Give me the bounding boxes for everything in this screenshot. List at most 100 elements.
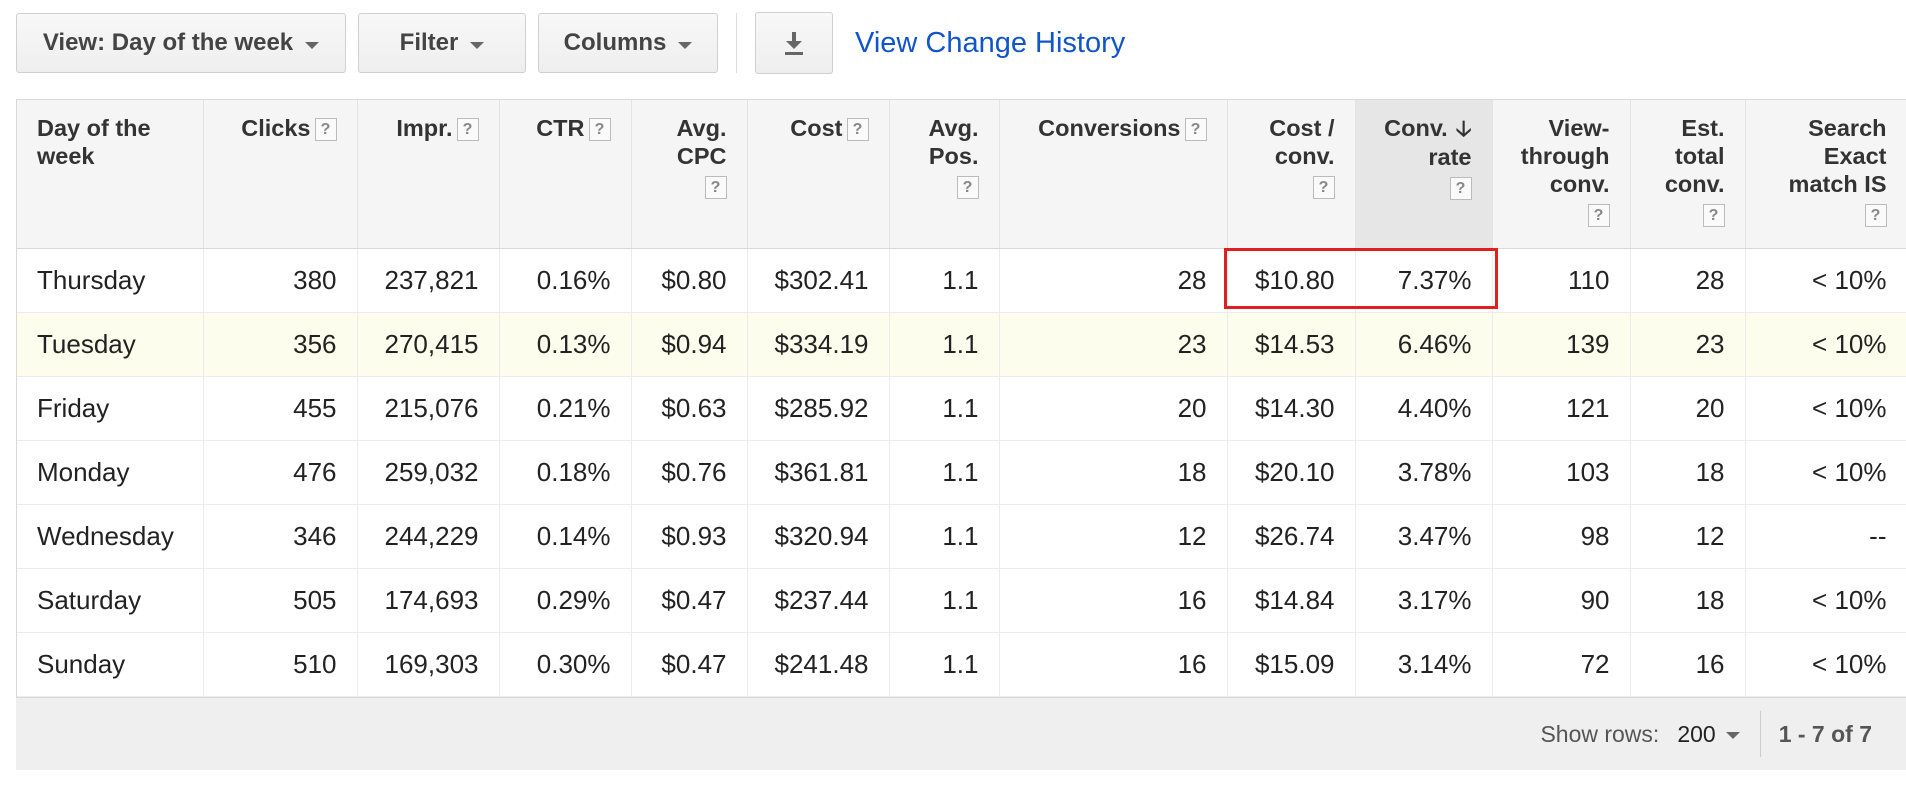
column-header-impr[interactable]: Impr.?	[357, 100, 500, 249]
help-icon[interactable]: ?	[588, 118, 611, 141]
cell-cost: $302.41	[747, 248, 890, 313]
sort-descending-icon: 🡣	[1455, 116, 1472, 141]
column-header-conversions[interactable]: Conversions?	[999, 100, 1228, 249]
cell-conversions: 20	[999, 376, 1228, 441]
cell-est-total-conv: 28	[1630, 248, 1746, 313]
column-header-label: CTR	[536, 115, 585, 141]
cell-search-exact-match-is: < 10%	[1745, 376, 1906, 441]
rows-per-page-value: 200	[1677, 720, 1716, 747]
help-icon[interactable]: ?	[956, 176, 979, 199]
cell-search-exact-match-is: < 10%	[1745, 568, 1906, 633]
help-icon[interactable]: ?	[314, 118, 337, 141]
column-header-label: Cost /	[1269, 115, 1335, 141]
cell-view-through-conv: 90	[1492, 568, 1631, 633]
table-row: Thursday 380 237,821 0.16% $0.80 $302.41 1.1 28…	[17, 248, 1906, 313]
column-header-conv-rate[interactable]: Conv. 🡣 rate?	[1355, 100, 1493, 249]
cell-day-of-week: Sunday	[17, 632, 204, 697]
cell-view-through-conv: 139	[1492, 312, 1631, 377]
cell-ctr: 0.21%	[499, 376, 632, 441]
column-header-label: View-	[1548, 115, 1610, 141]
help-icon[interactable]: ?	[704, 176, 727, 199]
cell-day-of-week: Saturday	[17, 568, 204, 633]
column-header-label: Clicks	[241, 115, 311, 141]
columns-dropdown-label: Columns	[563, 29, 667, 56]
cell-clicks: 380	[203, 248, 358, 313]
table-row: Monday 476 259,032 0.18% $0.76 $361.81 1.1 18 $2…	[17, 440, 1906, 505]
view-dropdown[interactable]: View: Day of the week	[16, 13, 346, 73]
cell-avg-cpc: $0.93	[631, 504, 748, 569]
cell-avg-pos: 1.1	[889, 568, 1000, 633]
column-header-day-of-week[interactable]: Day of the week	[17, 100, 204, 249]
cell-ctr: 0.13%	[499, 312, 632, 377]
cell-cost-per-conv: $14.84	[1227, 568, 1356, 633]
column-header-view-through-conv[interactable]: View-through conv.?	[1492, 100, 1631, 249]
cell-view-through-conv: 110	[1492, 248, 1631, 313]
column-header-label: Est.	[1681, 115, 1725, 141]
cell-ctr: 0.16%	[499, 248, 632, 313]
cell-conversions: 16	[999, 632, 1228, 697]
data-table-container: Day of the week Clicks? Impr.? CTR? Avg. CPC? C…	[16, 99, 1906, 770]
column-header-label: CPC	[676, 143, 727, 169]
column-header-label: Pos.	[928, 143, 979, 169]
column-header-est-total-conv[interactable]: Est. total conv.?	[1630, 100, 1746, 249]
cell-cost-per-conv: $10.80	[1227, 248, 1356, 313]
cell-ctr: 0.18%	[499, 440, 632, 505]
filter-dropdown[interactable]: Filter	[358, 13, 526, 73]
table-header-row: Day of the week Clicks? Impr.? CTR? Avg. CPC? C…	[17, 100, 1906, 249]
rows-per-page-select[interactable]: 200	[1677, 720, 1740, 748]
column-header-label: Avg.	[928, 115, 979, 141]
column-header-label: total	[1674, 143, 1725, 169]
cell-clicks: 356	[203, 312, 358, 377]
help-icon[interactable]: ?	[1702, 204, 1725, 227]
column-header-label: conv.	[1274, 143, 1335, 169]
column-header-label: Impr.	[396, 115, 453, 141]
cell-day-of-week: Wednesday	[17, 504, 204, 569]
cell-cost: $334.19	[747, 312, 890, 377]
cell-conv-rate: 3.14%	[1355, 632, 1493, 697]
cell-conversions: 12	[999, 504, 1228, 569]
cell-impr: 169,303	[357, 632, 500, 697]
cell-est-total-conv: 23	[1630, 312, 1746, 377]
help-icon[interactable]: ?	[1184, 118, 1207, 141]
cell-cost: $285.92	[747, 376, 890, 441]
cell-avg-pos: 1.1	[889, 248, 1000, 313]
download-icon	[785, 32, 803, 55]
table-body: Thursday 380 237,821 0.16% $0.80 $302.41 1.1 28…	[17, 248, 1906, 697]
cell-avg-pos: 1.1	[889, 376, 1000, 441]
column-header-avg-cpc[interactable]: Avg. CPC?	[631, 100, 748, 249]
cell-day-of-week: Thursday	[17, 248, 204, 313]
data-table: Day of the week Clicks? Impr.? CTR? Avg. CPC? C…	[17, 100, 1906, 697]
chevron-down-icon	[305, 41, 320, 49]
columns-dropdown[interactable]: Columns	[538, 13, 718, 73]
column-header-label: week	[37, 143, 95, 169]
column-header-ctr[interactable]: CTR?	[499, 100, 632, 249]
column-header-cost[interactable]: Cost?	[747, 100, 890, 249]
cell-conv-rate: 7.37%	[1355, 248, 1493, 313]
column-header-clicks[interactable]: Clicks?	[203, 100, 358, 249]
cell-conversions: 18	[999, 440, 1228, 505]
help-icon[interactable]: ?	[1864, 204, 1887, 227]
column-header-cost-per-conv[interactable]: Cost / conv.?	[1227, 100, 1356, 249]
cell-cost-per-conv: $15.09	[1227, 632, 1356, 697]
column-header-avg-pos[interactable]: Avg. Pos.?	[889, 100, 1000, 249]
toolbar-divider	[736, 13, 737, 73]
cell-ctr: 0.29%	[499, 568, 632, 633]
download-button[interactable]	[755, 12, 833, 74]
help-icon[interactable]: ?	[1449, 177, 1472, 200]
help-icon[interactable]: ?	[456, 118, 479, 141]
cell-cost: $237.44	[747, 568, 890, 633]
column-header-label: rate	[1428, 144, 1472, 170]
view-change-history-link[interactable]: View Change History	[855, 26, 1126, 59]
table-footer: Show rows: 200 1 - 7 of 7	[16, 697, 1906, 770]
help-icon[interactable]: ?	[1587, 204, 1610, 227]
cell-cost: $241.48	[747, 632, 890, 697]
cell-avg-cpc: $0.94	[631, 312, 748, 377]
cell-conv-rate: 3.47%	[1355, 504, 1493, 569]
table-row: Tuesday 356 270,415 0.13% $0.94 $334.19 1.1 23 $…	[17, 312, 1906, 377]
column-header-search-exact-match-is[interactable]: Search Exact match IS?	[1745, 100, 1906, 249]
help-icon[interactable]: ?	[846, 118, 869, 141]
cell-conversions: 28	[999, 248, 1228, 313]
help-icon[interactable]: ?	[1312, 176, 1335, 199]
column-header-label: Day of the	[37, 115, 151, 141]
cell-conversions: 16	[999, 568, 1228, 633]
